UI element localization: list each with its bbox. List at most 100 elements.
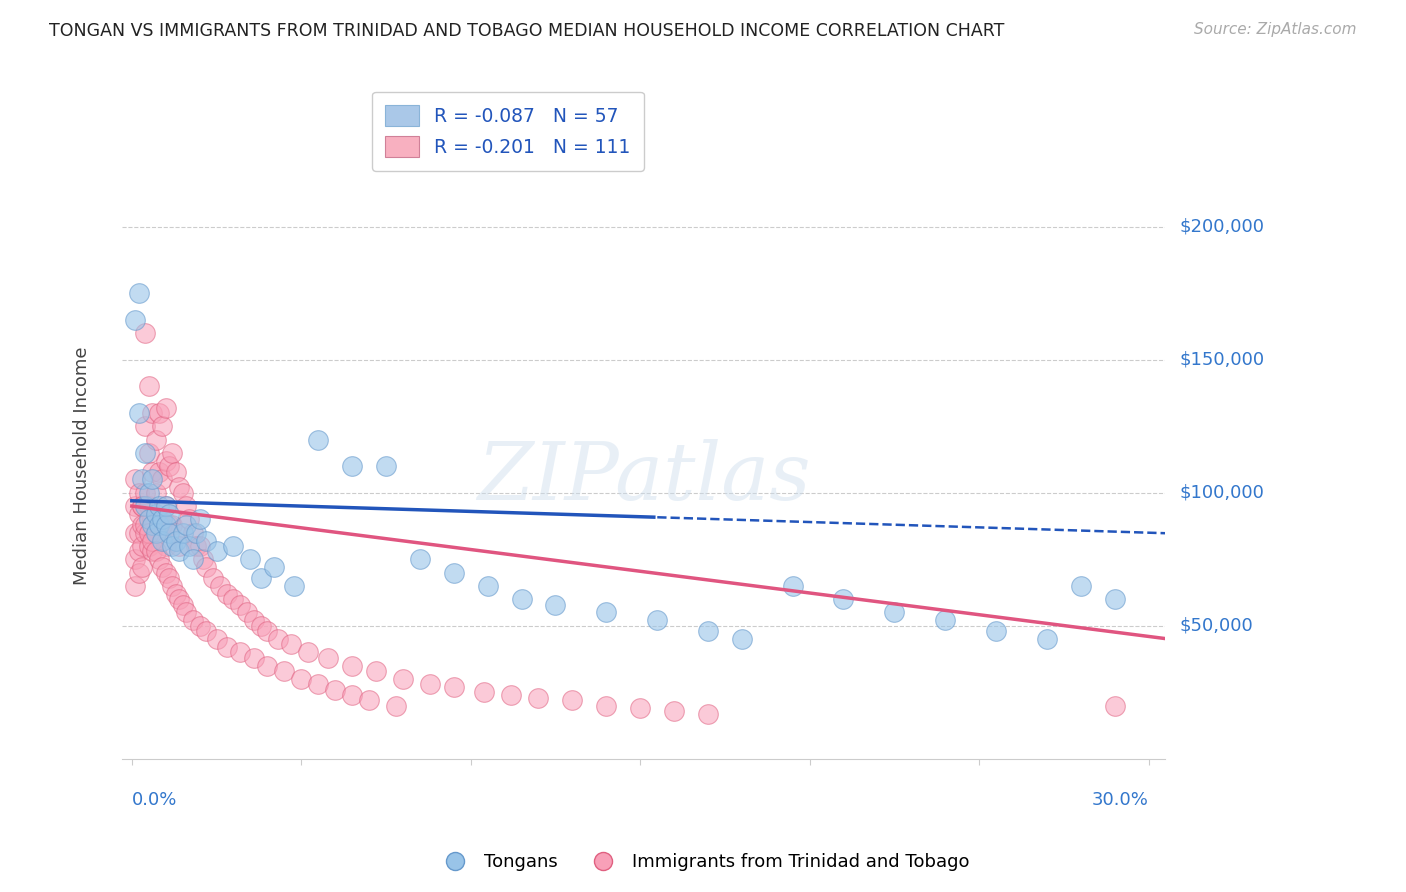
Point [645, 614, 668, 628]
Text: $150,000: $150,000 [1180, 351, 1264, 368]
Point [544, 598, 567, 612]
Point [167, 539, 190, 553]
Point [1070, 579, 1092, 593]
Text: TONGAN VS IMMIGRANTS FROM TRINIDAD AND TOBAGO MEDIAN HOUSEHOLD INCOME CORRELATIO: TONGAN VS IMMIGRANTS FROM TRINIDAD AND T… [49, 22, 1004, 40]
Legend: Tongans, Immigrants from Trinidad and Tobago: Tongans, Immigrants from Trinidad and To… [430, 847, 976, 879]
Point [357, 693, 380, 707]
Point [832, 592, 855, 607]
Point [215, 587, 238, 601]
Point [385, 698, 408, 713]
Point [157, 507, 180, 521]
Point [181, 525, 204, 540]
Point [323, 682, 346, 697]
Point [307, 677, 329, 691]
Point [208, 579, 231, 593]
Point [188, 619, 211, 633]
Point [167, 544, 190, 558]
Point [195, 560, 218, 574]
Point [145, 485, 167, 500]
Point [984, 624, 1007, 639]
Point [134, 419, 156, 434]
Point [162, 517, 184, 532]
Point [527, 690, 550, 705]
Point [157, 571, 180, 585]
Point [215, 640, 238, 654]
Point [150, 512, 173, 526]
Point [138, 525, 160, 540]
Point [172, 598, 194, 612]
Point [697, 624, 720, 639]
Point [141, 465, 163, 479]
Point [186, 525, 208, 540]
Point [883, 606, 905, 620]
Point [249, 619, 271, 633]
Point [141, 517, 163, 532]
Point [191, 552, 214, 566]
Point [392, 672, 415, 686]
Point [307, 433, 329, 447]
Point [128, 286, 150, 301]
Point [205, 544, 228, 558]
Point [131, 499, 153, 513]
Point [145, 544, 167, 558]
Point [162, 579, 184, 593]
Point [167, 592, 190, 607]
Point [340, 459, 363, 474]
Point [280, 637, 302, 651]
Point [1036, 632, 1059, 646]
Point [443, 680, 465, 694]
Point [128, 406, 150, 420]
Point [131, 539, 153, 553]
Point [150, 517, 173, 532]
Point [128, 566, 150, 580]
Point [138, 539, 160, 553]
Point [150, 533, 173, 548]
Point [134, 525, 156, 540]
Point [179, 512, 201, 526]
Point [186, 539, 208, 553]
Point [174, 606, 197, 620]
Point [243, 614, 266, 628]
Point [128, 544, 150, 558]
Point [138, 512, 160, 526]
Point [782, 579, 804, 593]
Point [155, 539, 177, 553]
Text: Median Household Income: Median Household Income [73, 347, 91, 585]
Point [290, 672, 312, 686]
Point [157, 459, 180, 474]
Point [131, 499, 153, 513]
Point [150, 560, 173, 574]
Point [477, 579, 499, 593]
Point [124, 313, 146, 327]
Point [181, 552, 204, 566]
Point [172, 485, 194, 500]
Point [145, 507, 167, 521]
Text: $200,000: $200,000 [1180, 218, 1264, 235]
Point [179, 539, 201, 553]
Point [239, 552, 262, 566]
Point [148, 552, 170, 566]
Point [134, 499, 156, 513]
Point [138, 485, 160, 500]
Point [273, 664, 295, 678]
Text: 0.0%: 0.0% [132, 791, 177, 809]
Point [150, 419, 173, 434]
Point [229, 598, 252, 612]
Point [155, 454, 177, 468]
Point [443, 566, 465, 580]
Point [128, 525, 150, 540]
Point [134, 446, 156, 460]
Point [145, 525, 167, 540]
Point [174, 499, 197, 513]
Point [595, 606, 617, 620]
Point [501, 688, 523, 702]
Point [236, 606, 259, 620]
Point [1104, 698, 1126, 713]
Point [165, 465, 187, 479]
Point [561, 693, 583, 707]
Point [124, 579, 146, 593]
Point [172, 525, 194, 540]
Text: $50,000: $50,000 [1180, 616, 1253, 635]
Point [222, 539, 245, 553]
Point [195, 624, 218, 639]
